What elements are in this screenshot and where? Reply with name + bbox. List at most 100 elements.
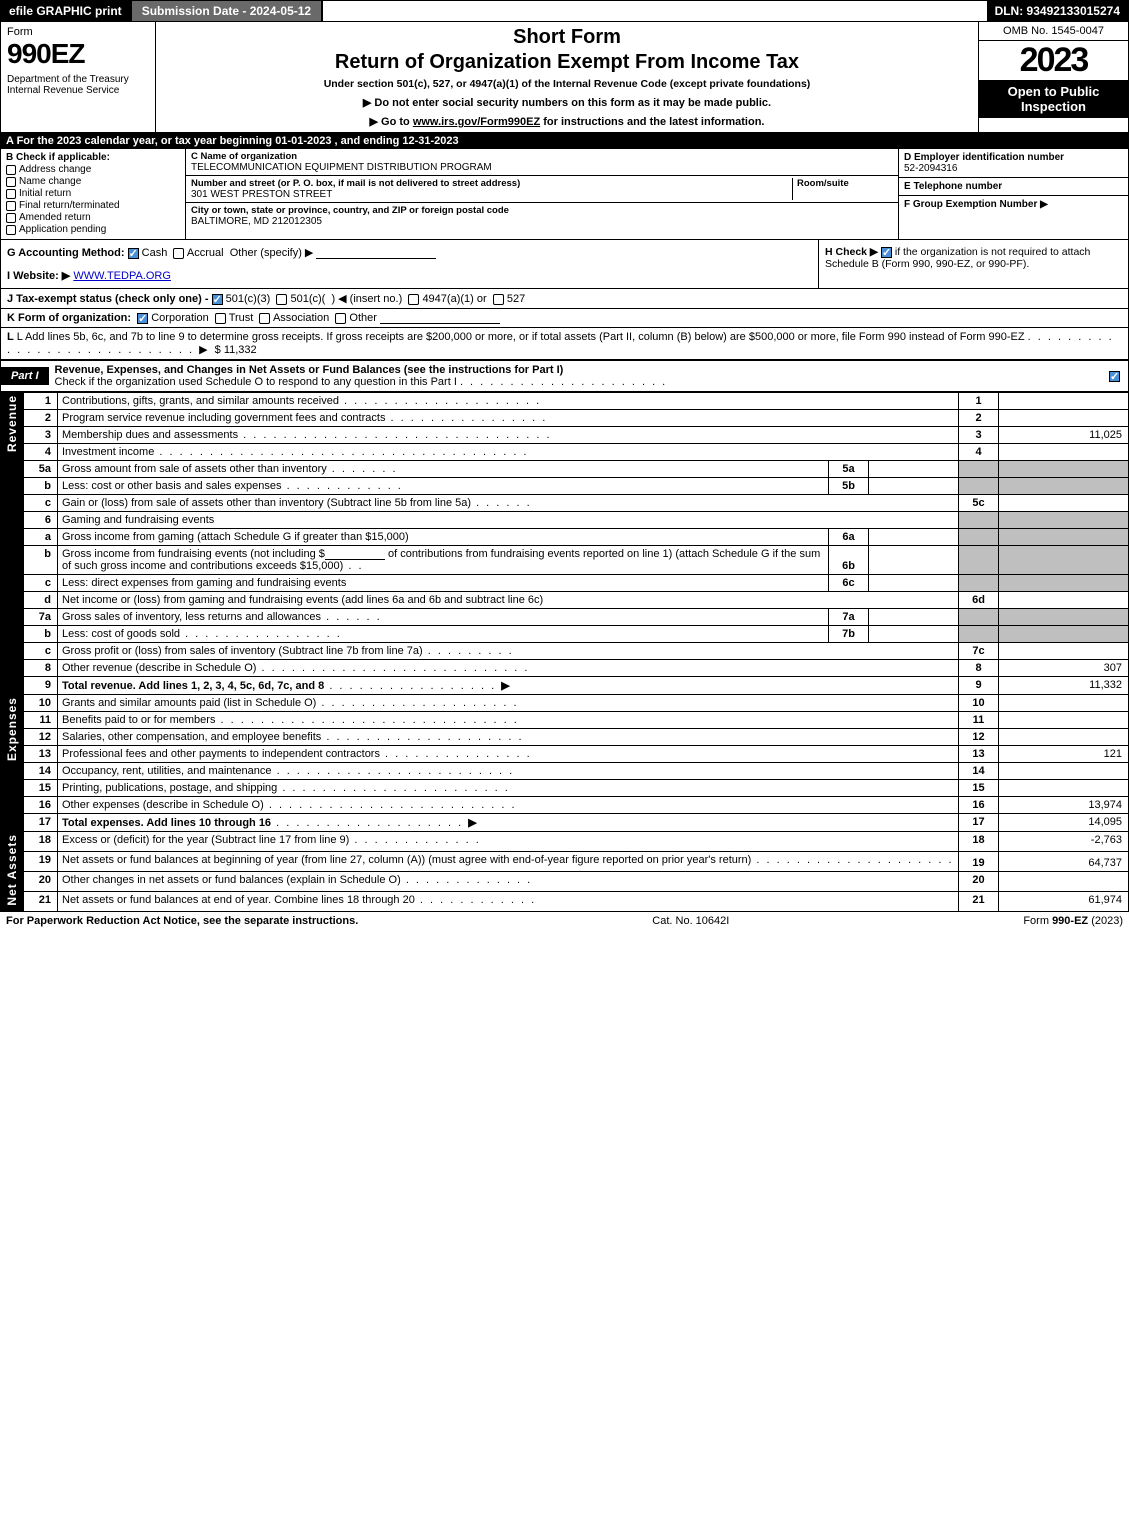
city-label: City or town, state or province, country…	[191, 205, 893, 216]
form-header: Form 990EZ Department of the Treasury In…	[0, 22, 1129, 133]
checkbox-other-org-icon[interactable]	[335, 313, 346, 324]
table-row: Revenue 1 Contributions, gifts, grants, …	[1, 393, 1129, 410]
table-row: Net Assets 18 Excess or (deficit) for th…	[1, 832, 1129, 852]
section-b-label: B Check if applicable:	[6, 152, 180, 163]
table-row: c Gain or (loss) from sale of assets oth…	[1, 495, 1129, 512]
table-row: 5a Gross amount from sale of assets othe…	[1, 461, 1129, 478]
form-word: Form	[7, 26, 149, 38]
checkbox-cash-icon[interactable]	[128, 248, 139, 259]
table-row: b Less: cost of goods sold . . . . . . .…	[1, 626, 1129, 643]
expenses-side-label: Expenses	[1, 695, 24, 832]
check-application-pending[interactable]: Application pending	[6, 224, 180, 235]
section-c: C Name of organization TELECOMMUNICATION…	[186, 149, 898, 239]
table-row: b Gross income from fundraising events (…	[1, 546, 1129, 575]
net-assets-side-label: Net Assets	[1, 832, 24, 912]
checkbox-schedule-o-icon[interactable]	[1109, 371, 1120, 382]
section-j: J Tax-exempt status (check only one) - 5…	[0, 289, 1129, 309]
table-row: 9 Total revenue. Add lines 1, 2, 3, 4, 5…	[1, 677, 1129, 695]
checkbox-icon	[6, 165, 16, 175]
ein-value: 52-2094316	[904, 163, 1123, 174]
other-org-input[interactable]	[380, 312, 500, 324]
website-label: I Website: ▶	[7, 270, 70, 282]
table-row: 12 Salaries, other compensation, and emp…	[1, 729, 1129, 746]
section-k: K Form of organization: Corporation Trus…	[0, 309, 1129, 328]
checkbox-icon	[6, 177, 16, 187]
table-row: 21 Net assets or fund balances at end of…	[1, 891, 1129, 911]
table-row: 6 Gaming and fundraising events	[1, 512, 1129, 529]
table-row: 11 Benefits paid to or for members . . .…	[1, 712, 1129, 729]
form-code: 990EZ	[7, 38, 149, 70]
irs-link[interactable]: www.irs.gov/Form990EZ	[413, 116, 540, 128]
catalog-number: Cat. No. 10642I	[652, 915, 729, 927]
table-row: c Gross profit or (loss) from sales of i…	[1, 643, 1129, 660]
room-label: Room/suite	[797, 178, 893, 189]
checkbox-corporation-icon[interactable]	[137, 313, 148, 324]
group-exemption-label: F Group Exemption Number ▶	[904, 199, 1123, 210]
department: Department of the Treasury Internal Reve…	[7, 74, 149, 96]
table-row: 4 Investment income . . . . . . . . . . …	[1, 444, 1129, 461]
checkbox-schedule-b-icon[interactable]	[881, 247, 892, 258]
table-row: 16 Other expenses (describe in Schedule …	[1, 797, 1129, 814]
table-row: 17 Total expenses. Add lines 10 through …	[1, 814, 1129, 832]
page-footer: For Paperwork Reduction Act Notice, see …	[0, 912, 1129, 930]
checkbox-icon	[6, 225, 16, 235]
checkbox-501c3-icon[interactable]	[212, 294, 223, 305]
table-row: 13 Professional fees and other payments …	[1, 746, 1129, 763]
name-label: C Name of organization	[191, 151, 893, 162]
part-1-header: Part I Revenue, Expenses, and Changes in…	[0, 360, 1129, 392]
check-address-change[interactable]: Address change	[6, 164, 180, 175]
part-1-label: Part I	[1, 367, 49, 385]
check-amended-return[interactable]: Amended return	[6, 212, 180, 223]
instruction-1: ▶ Do not enter social security numbers o…	[162, 96, 972, 109]
table-row: c Less: direct expenses from gaming and …	[1, 575, 1129, 592]
table-row: a Gross income from gaming (attach Sched…	[1, 529, 1129, 546]
dln: DLN: 93492133015274	[987, 1, 1128, 21]
table-row: 3 Membership dues and assessments . . . …	[1, 427, 1129, 444]
website-link[interactable]: WWW.TEDPA.ORG	[73, 270, 171, 282]
section-b-through-f: B Check if applicable: Address change Na…	[0, 149, 1129, 240]
table-row: d Net income or (loss) from gaming and f…	[1, 592, 1129, 609]
checkbox-527-icon[interactable]	[493, 294, 504, 305]
city-value: BALTIMORE, MD 212012305	[191, 216, 893, 227]
short-form-title: Short Form	[162, 26, 972, 49]
table-row: 19 Net assets or fund balances at beginn…	[1, 851, 1129, 871]
table-row: 7a Gross sales of inventory, less return…	[1, 609, 1129, 626]
checkbox-4947-icon[interactable]	[408, 294, 419, 305]
table-row: 2 Program service revenue including gove…	[1, 410, 1129, 427]
check-initial-return[interactable]: Initial return	[6, 188, 180, 199]
checkbox-icon	[6, 213, 16, 223]
section-def: D Employer identification number 52-2094…	[898, 149, 1128, 239]
gross-receipts-amount: $ 11,332	[215, 344, 257, 356]
form-footer-id: Form 990-EZ (2023)	[1023, 915, 1123, 927]
return-title: Return of Organization Exempt From Incom…	[162, 51, 972, 74]
top-bar: efile GRAPHIC print Submission Date - 20…	[0, 0, 1129, 22]
submission-date: Submission Date - 2024-05-12	[130, 1, 323, 21]
checkbox-association-icon[interactable]	[259, 313, 270, 324]
check-name-change[interactable]: Name change	[6, 176, 180, 187]
open-to-public-inspection: Open to Public Inspection	[979, 80, 1128, 118]
tax-year: 2023	[979, 41, 1128, 80]
checkbox-trust-icon[interactable]	[215, 313, 226, 324]
revenue-side-label: Revenue	[1, 393, 24, 660]
section-b: B Check if applicable: Address change Na…	[1, 149, 186, 239]
ein-label: D Employer identification number	[904, 152, 1123, 163]
telephone-label: E Telephone number	[904, 181, 1123, 192]
org-name: TELECOMMUNICATION EQUIPMENT DISTRIBUTION…	[191, 162, 893, 173]
efile-graphic-print[interactable]: efile GRAPHIC print	[1, 1, 130, 21]
checkbox-501c-icon[interactable]	[276, 294, 287, 305]
table-row: 14 Occupancy, rent, utilities, and maint…	[1, 763, 1129, 780]
table-row: 8 Other revenue (describe in Schedule O)…	[1, 660, 1129, 677]
part-1-title: Revenue, Expenses, and Changes in Net As…	[49, 361, 1109, 391]
table-row: b Less: cost or other basis and sales ex…	[1, 478, 1129, 495]
paperwork-notice: For Paperwork Reduction Act Notice, see …	[6, 915, 358, 927]
checkbox-accrual-icon[interactable]	[173, 248, 184, 259]
table-row: 20 Other changes in net assets or fund b…	[1, 871, 1129, 891]
check-final-return[interactable]: Final return/terminated	[6, 200, 180, 211]
section-g: G Accounting Method: Cash Accrual Other …	[1, 240, 818, 288]
other-specify-input[interactable]	[316, 247, 436, 259]
checkbox-icon	[6, 189, 16, 199]
street-value: 301 WEST PRESTON STREET	[191, 189, 788, 200]
section-h: H Check ▶ if the organization is not req…	[818, 240, 1128, 288]
section-g-h: G Accounting Method: Cash Accrual Other …	[0, 240, 1129, 289]
part-1-table: Revenue 1 Contributions, gifts, grants, …	[0, 392, 1129, 912]
